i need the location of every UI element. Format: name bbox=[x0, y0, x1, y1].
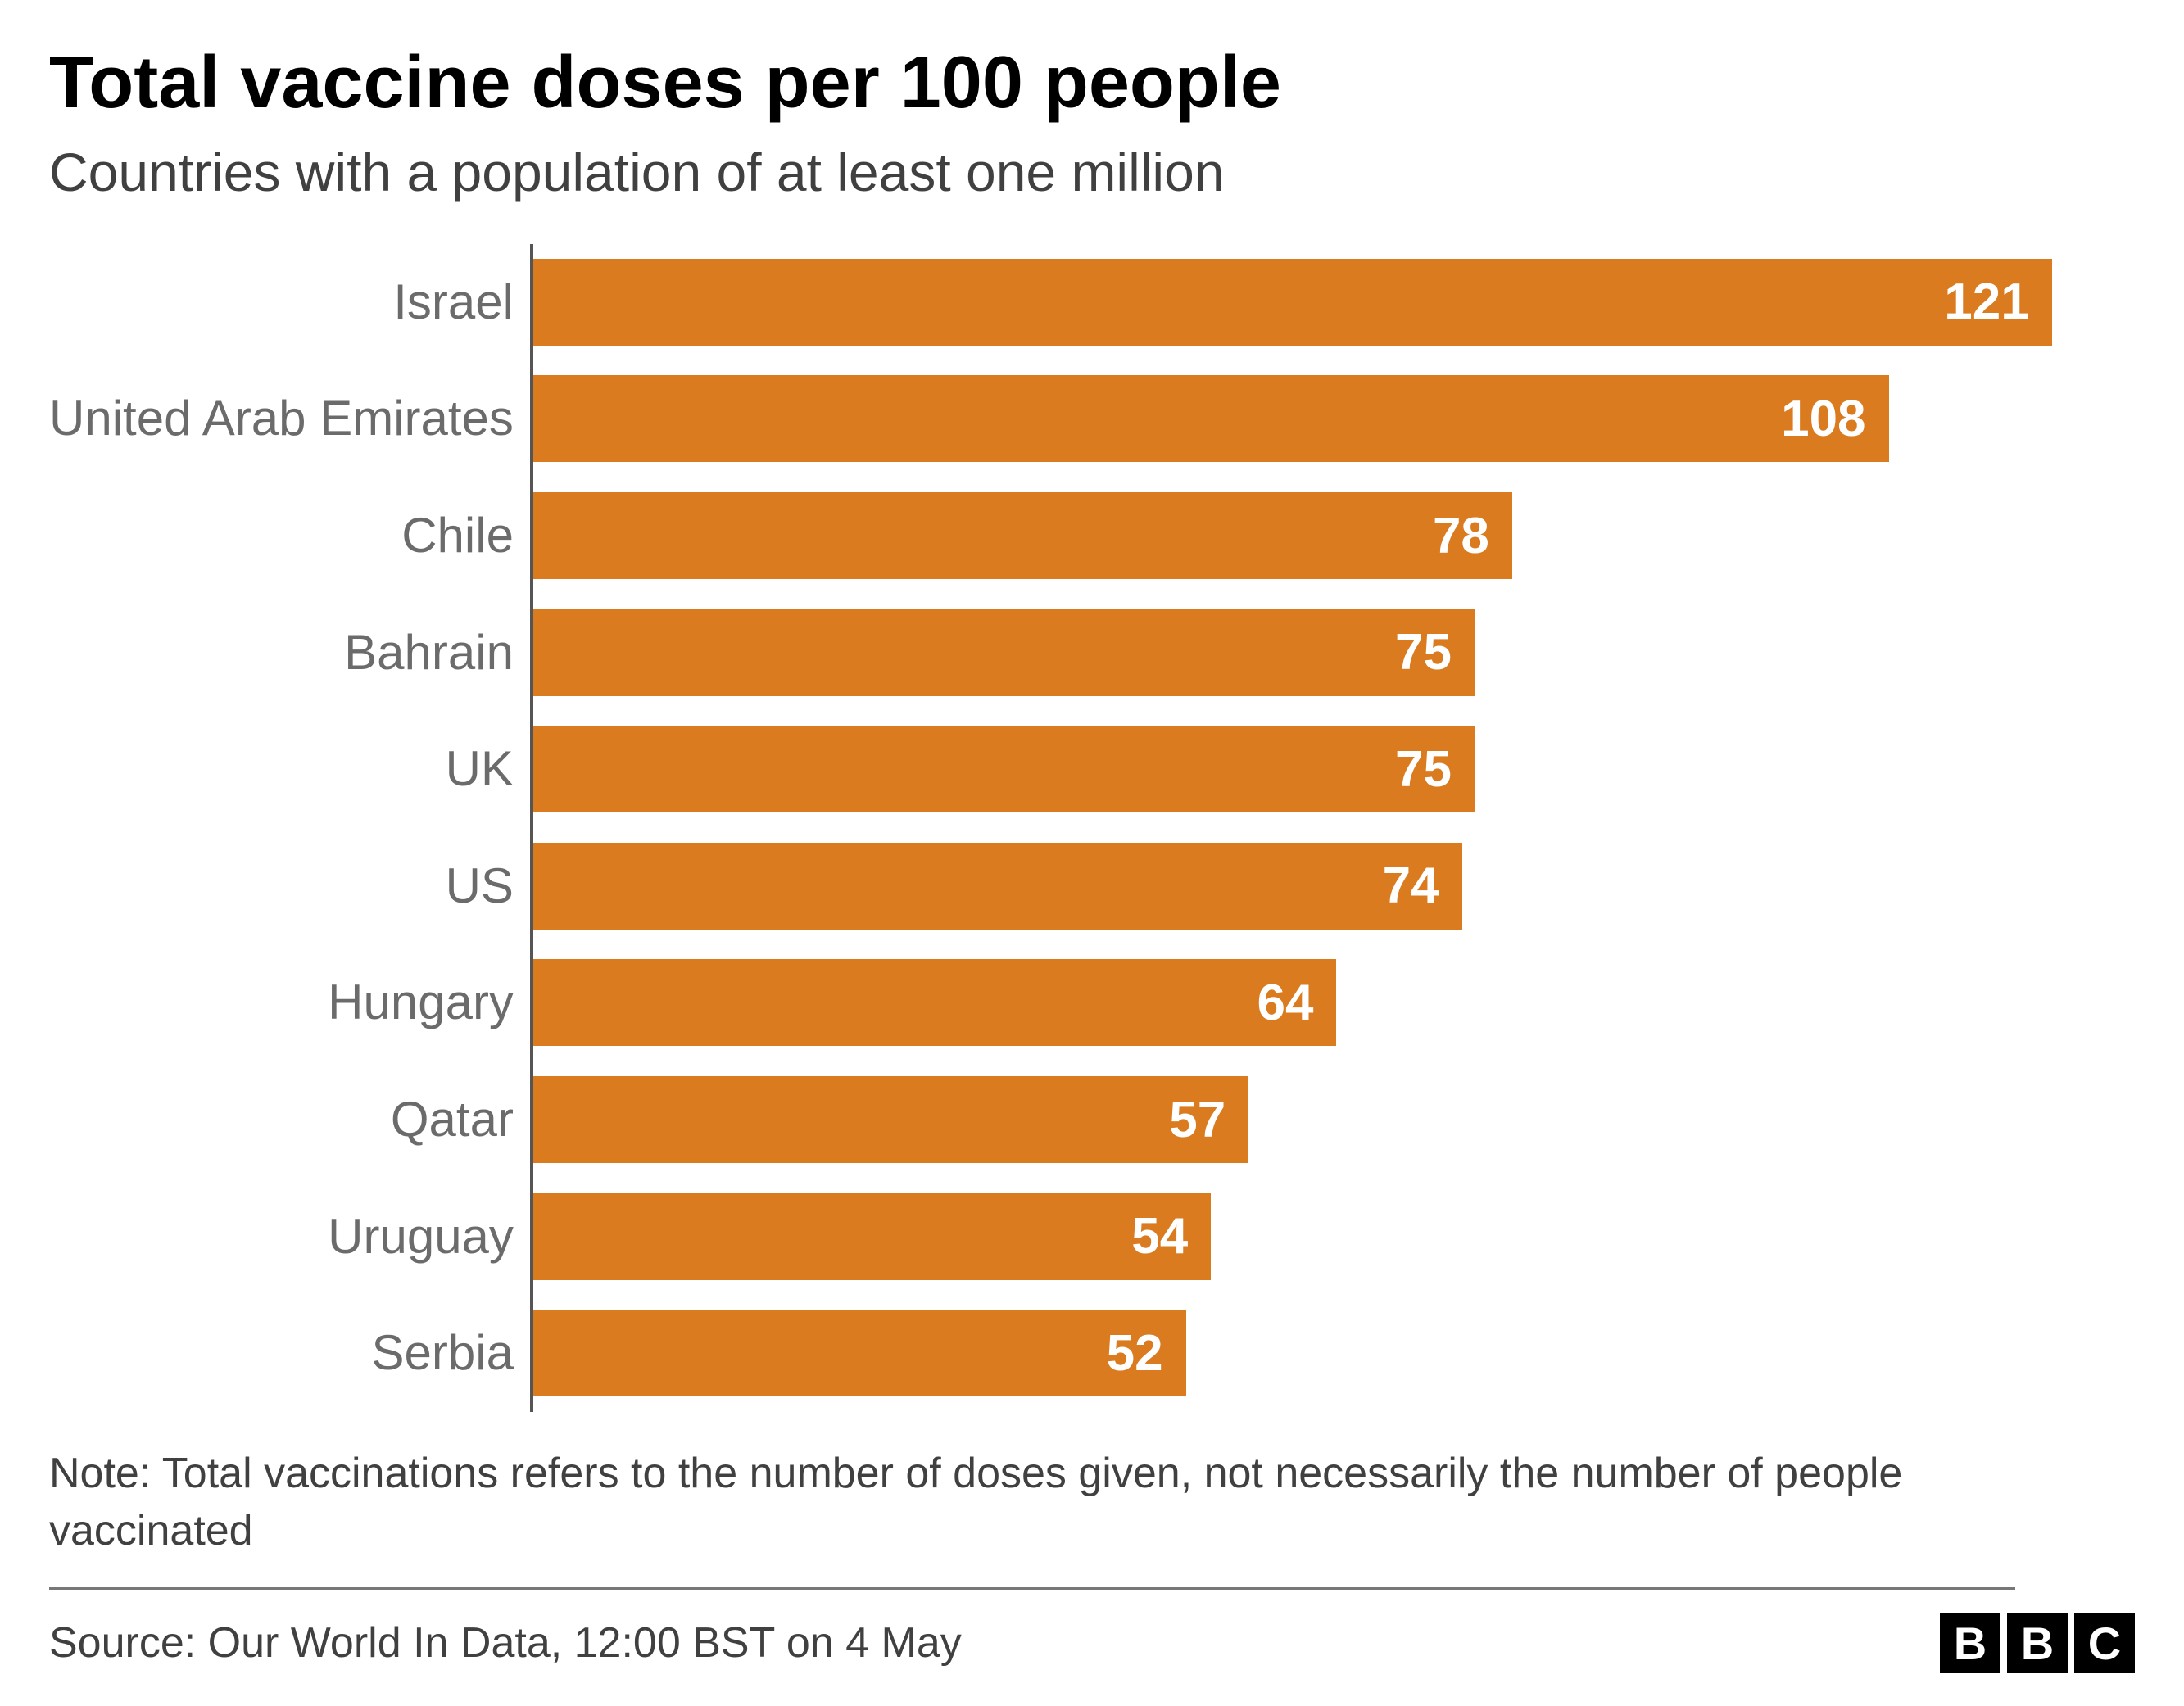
bar-row: 75 bbox=[533, 604, 2102, 701]
bar-value: 54 bbox=[1131, 1207, 1188, 1265]
bars: 121 108 78 75 75 74 64 57 54 52 bbox=[530, 244, 2135, 1412]
bar: 54 bbox=[533, 1193, 1211, 1280]
bar: 74 bbox=[533, 843, 1462, 930]
bar-value: 75 bbox=[1395, 623, 1452, 681]
bar-value: 64 bbox=[1257, 974, 1313, 1032]
category-label: Qatar bbox=[49, 1071, 514, 1168]
bar-row: 74 bbox=[533, 838, 2102, 934]
bar: 75 bbox=[533, 726, 1475, 812]
bar-row: 108 bbox=[533, 370, 2102, 467]
bar-value: 121 bbox=[1944, 273, 2028, 331]
bar-row: 75 bbox=[533, 721, 2102, 817]
y-axis-labels: Israel United Arab Emirates Chile Bahrai… bbox=[49, 244, 530, 1412]
category-label: US bbox=[49, 838, 514, 934]
bar-row: 78 bbox=[533, 487, 2102, 584]
bar-value: 75 bbox=[1395, 740, 1452, 799]
footnote: Note: Total vaccinations refers to the n… bbox=[49, 1445, 2015, 1590]
bar-value: 57 bbox=[1169, 1091, 1226, 1149]
category-label: Israel bbox=[49, 254, 514, 351]
source-text: Source: Our World In Data, 12:00 BST on … bbox=[49, 1618, 962, 1668]
category-label: Chile bbox=[49, 487, 514, 584]
bar: 121 bbox=[533, 259, 2052, 346]
category-label: United Arab Emirates bbox=[49, 370, 514, 467]
bar-row: 64 bbox=[533, 954, 2102, 1051]
chart-container: Total vaccine doses per 100 people Count… bbox=[0, 0, 2184, 1706]
bar: 52 bbox=[533, 1310, 1186, 1396]
chart-subtitle: Countries with a population of at least … bbox=[49, 141, 2135, 203]
bar: 75 bbox=[533, 609, 1475, 696]
bar: 64 bbox=[533, 959, 1337, 1046]
bar-value: 52 bbox=[1107, 1324, 1163, 1382]
bar-value: 78 bbox=[1433, 507, 1489, 565]
category-label: Uruguay bbox=[49, 1188, 514, 1285]
bar-value: 108 bbox=[1781, 390, 1865, 448]
bar-value: 74 bbox=[1383, 857, 1439, 915]
category-label: UK bbox=[49, 721, 514, 817]
bar-row: 121 bbox=[533, 254, 2102, 351]
logo-letter: B bbox=[1940, 1613, 2000, 1673]
category-label: Hungary bbox=[49, 954, 514, 1051]
bar-row: 54 bbox=[533, 1188, 2102, 1285]
bar-row: 57 bbox=[533, 1071, 2102, 1168]
bar: 57 bbox=[533, 1076, 1248, 1163]
plot-area: Israel United Arab Emirates Chile Bahrai… bbox=[49, 244, 2135, 1412]
bar: 78 bbox=[533, 492, 1512, 579]
logo-letter: C bbox=[2074, 1613, 2135, 1673]
bar-row: 52 bbox=[533, 1305, 2102, 1401]
chart-title: Total vaccine doses per 100 people bbox=[49, 41, 2135, 126]
bbc-logo: B B C bbox=[1940, 1613, 2135, 1673]
footer: Source: Our World In Data, 12:00 BST on … bbox=[49, 1590, 2135, 1673]
bar: 108 bbox=[533, 375, 1889, 462]
category-label: Serbia bbox=[49, 1305, 514, 1401]
logo-letter: B bbox=[2007, 1613, 2068, 1673]
category-label: Bahrain bbox=[49, 604, 514, 701]
